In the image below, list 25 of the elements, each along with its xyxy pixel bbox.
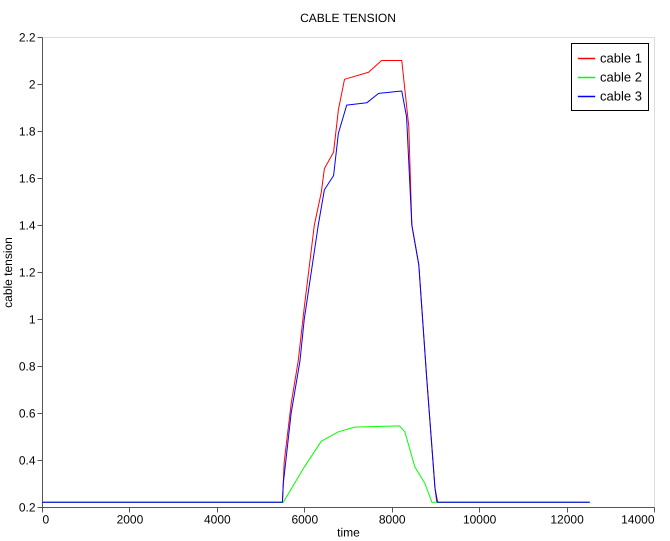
chart-title: CABLE TENSION [300, 11, 396, 25]
y-tick-label: 0.2 [18, 500, 36, 514]
y-tick-label: 1 [28, 312, 36, 326]
y-tick-label: 2 [28, 78, 36, 92]
x-tick-label: 8000 [378, 512, 406, 526]
x-tick-label: 10000 [462, 512, 497, 526]
y-tick-label: 0.8 [18, 360, 36, 374]
y-tick-label: 1.6 [18, 172, 36, 186]
x-tick-label: 6000 [291, 512, 318, 526]
y-tick-label: 1.8 [18, 124, 36, 138]
y-tick-label: 0.6 [18, 406, 36, 420]
y-tick-label: 1.2 [18, 266, 36, 280]
x-tick-label: 2000 [116, 512, 144, 526]
y-axis-title: cable tension [0, 237, 15, 308]
x-tick-label: 12000 [550, 512, 584, 526]
y-tick-label: 0.4 [18, 454, 36, 468]
x-axis-title: time [337, 526, 360, 540]
x-tick-label: 0 [42, 512, 50, 526]
legend-label: cable 2 [600, 70, 642, 84]
x-tick-label: 4000 [204, 512, 232, 526]
x-tick-label: 14000 [621, 512, 655, 526]
legend-label: cable 3 [600, 88, 642, 104]
y-tick-label: 1.4 [18, 218, 36, 232]
legend-label: cable 1 [600, 50, 642, 66]
y-tick-label: 2.2 [18, 30, 36, 44]
